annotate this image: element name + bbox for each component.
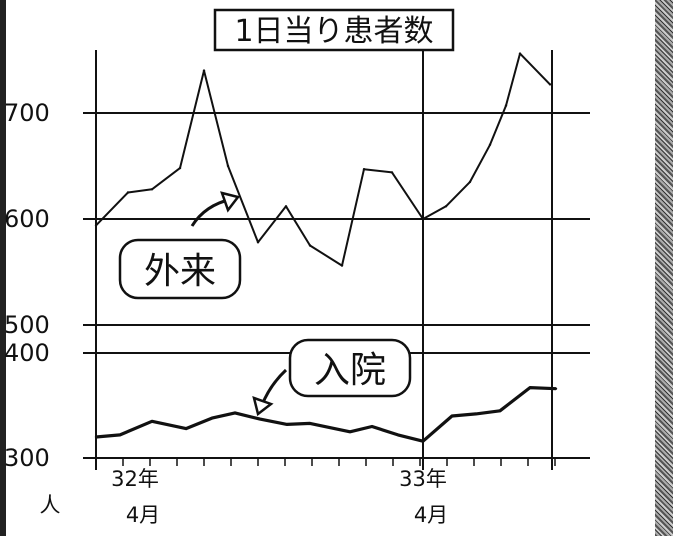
data-point [390,171,394,174]
data-point [498,409,502,412]
data-point [285,423,289,426]
data-point [126,191,130,194]
chart-title: 1日当り患者数 [234,14,433,49]
data-point [150,420,154,423]
data-point [210,416,214,420]
data-point [308,422,312,425]
annotation-inpatient-label: 入院 [314,350,386,391]
x-tick-year: 32年 [111,467,159,491]
annotation-inpatient-arrow [252,368,288,417]
data-point [488,143,492,146]
annotation-outpatient: 外来 [118,238,242,300]
scan-border-left [0,0,6,536]
data-point [178,166,182,170]
data-point [184,427,188,430]
annotation-outpatient-arrow [190,191,241,227]
data-point [226,164,230,168]
data-point [528,386,532,389]
y-tick-label: 500 [4,311,50,339]
y-tick-label: 300 [4,444,50,472]
scan-border-right [655,0,673,536]
data-point [450,414,454,418]
chart-title-box: 1日当り患者数 [213,8,455,52]
data-point [202,69,206,72]
data-point [362,168,366,171]
series-line-outpatient [95,52,551,267]
data-point [518,52,522,55]
data-point [118,433,122,437]
data-point [548,83,552,86]
series-layer [94,52,558,443]
data-point [421,440,425,443]
data-point [504,104,508,107]
data-point [340,264,344,267]
data-point [554,387,558,390]
data-point [233,411,237,415]
x-tick-month: 4月 [126,503,160,527]
data-point [150,188,154,191]
data-point [474,412,478,416]
grid-layer [83,50,590,470]
y-tick-label: 600 [4,205,50,233]
data-point [284,205,288,208]
x-tick-month: 4月 [414,503,448,527]
data-point [444,205,448,208]
data-point [94,435,98,439]
data-point [258,417,262,421]
data-point [421,217,425,221]
y-tick-label: 700 [4,99,50,127]
annotation-inpatient: 入院 [288,338,412,398]
data-point [396,433,400,437]
data-point [308,244,312,247]
x-tick-year: 33年 [399,467,447,491]
data-point [468,180,472,184]
y-unit-label: 人 [40,493,61,517]
data-point [94,224,98,227]
data-point [256,241,260,244]
series-line-inpatient [95,386,557,443]
annotation-outpatient-label: 外来 [144,251,216,292]
data-point [370,425,374,428]
data-point [348,430,352,433]
y-tick-label: 400 [4,339,50,367]
